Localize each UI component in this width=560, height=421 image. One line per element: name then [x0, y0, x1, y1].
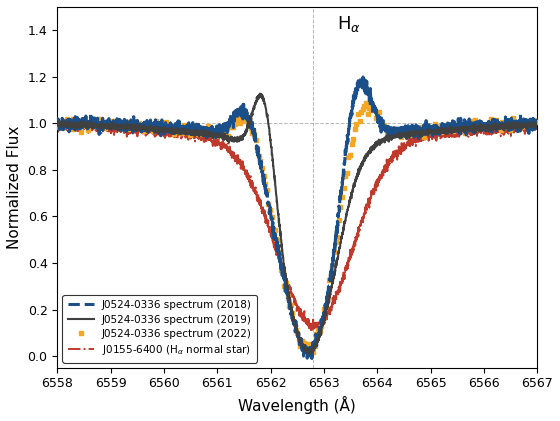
- J0524-0336 spectrum (2019): [256, 91, 263, 96]
- Line: J0524-0336 spectrum (2019): J0524-0336 spectrum (2019): [57, 94, 537, 354]
- J0524-0336 spectrum (2022): [348, 141, 355, 147]
- J0524-0336 spectrum (2018): [534, 122, 540, 127]
- J0524-0336 spectrum (2022): [460, 123, 467, 128]
- J0155-6400 (H$_\alpha$ normal star): [534, 126, 540, 131]
- Line: J0524-0336 spectrum (2022): J0524-0336 spectrum (2022): [55, 101, 538, 354]
- J0524-0336 spectrum (2022): [339, 195, 346, 200]
- J0524-0336 spectrum (2018): [54, 120, 60, 125]
- J0524-0336 spectrum (2018): [473, 120, 480, 125]
- J0524-0336 spectrum (2022): [310, 350, 316, 355]
- J0524-0336 spectrum (2019): [54, 121, 60, 126]
- Legend: J0524-0336 spectrum (2018), J0524-0336 spectrum (2019), J0524-0336 spectrum (202: J0524-0336 spectrum (2018), J0524-0336 s…: [62, 295, 257, 362]
- J0524-0336 spectrum (2018): [360, 75, 366, 80]
- J0524-0336 spectrum (2019): [306, 352, 312, 357]
- J0524-0336 spectrum (2019): [238, 134, 245, 139]
- J0524-0336 spectrum (2019): [259, 93, 265, 98]
- Line: J0155-6400 (H$_\alpha$ normal star): J0155-6400 (H$_\alpha$ normal star): [57, 120, 537, 332]
- J0155-6400 (H$_\alpha$ normal star): [309, 329, 315, 334]
- J0155-6400 (H$_\alpha$ normal star): [137, 127, 144, 132]
- J0524-0336 spectrum (2022): [491, 121, 497, 126]
- J0524-0336 spectrum (2022): [363, 101, 370, 106]
- J0155-6400 (H$_\alpha$ normal star): [76, 117, 82, 123]
- X-axis label: Wavelength (Å): Wavelength (Å): [239, 396, 356, 414]
- J0524-0336 spectrum (2018): [137, 129, 144, 134]
- J0524-0336 spectrum (2018): [259, 169, 265, 174]
- J0524-0336 spectrum (2018): [238, 112, 245, 117]
- J0155-6400 (H$_\alpha$ normal star): [473, 128, 480, 133]
- J0524-0336 spectrum (2022): [55, 124, 62, 129]
- J0524-0336 spectrum (2018): [309, 356, 315, 361]
- J0524-0336 spectrum (2019): [109, 120, 115, 125]
- Y-axis label: Normalized Flux: Normalized Flux: [7, 125, 22, 249]
- J0155-6400 (H$_\alpha$ normal star): [525, 128, 531, 133]
- J0155-6400 (H$_\alpha$ normal star): [238, 161, 245, 166]
- J0524-0336 spectrum (2022): [340, 185, 347, 190]
- Text: H$_\alpha$: H$_\alpha$: [337, 14, 361, 34]
- Line: J0524-0336 spectrum (2018): J0524-0336 spectrum (2018): [57, 77, 537, 359]
- J0524-0336 spectrum (2019): [137, 123, 144, 128]
- J0524-0336 spectrum (2019): [473, 125, 480, 131]
- J0155-6400 (H$_\alpha$ normal star): [109, 124, 115, 129]
- J0524-0336 spectrum (2018): [109, 122, 115, 127]
- J0524-0336 spectrum (2022): [54, 123, 60, 128]
- J0155-6400 (H$_\alpha$ normal star): [259, 203, 265, 208]
- J0524-0336 spectrum (2019): [525, 122, 531, 127]
- J0524-0336 spectrum (2018): [525, 120, 531, 125]
- J0524-0336 spectrum (2022): [533, 119, 539, 124]
- J0155-6400 (H$_\alpha$ normal star): [54, 123, 60, 128]
- J0524-0336 spectrum (2019): [534, 123, 540, 128]
